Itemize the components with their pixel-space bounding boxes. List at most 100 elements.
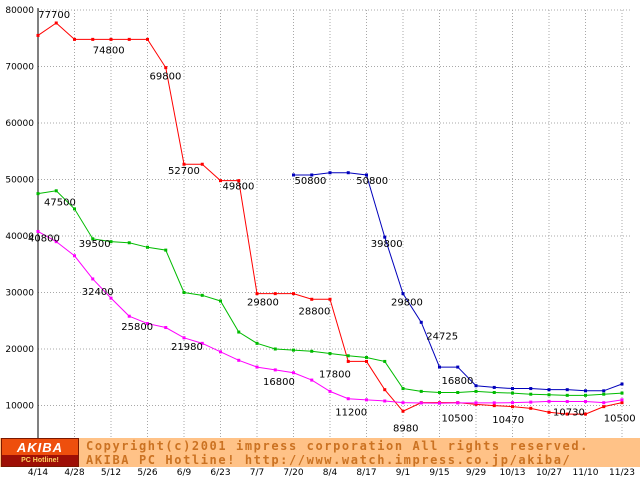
magenta-series-marker: [73, 254, 76, 258]
green-series-marker: [547, 393, 551, 397]
green-series-marker: [91, 237, 95, 241]
blue-series-marker: [365, 173, 368, 177]
data-point-label: 8980: [393, 423, 418, 434]
magenta-series-marker: [401, 401, 405, 405]
x-axis-tick-label: 7/7: [249, 468, 265, 478]
data-point-label: 16800: [263, 377, 295, 388]
magenta-series-marker: [511, 401, 514, 405]
magenta-series-marker: [36, 229, 40, 233]
magenta-series-marker: [127, 314, 131, 318]
green-series-marker: [584, 393, 587, 397]
green-series-marker: [474, 389, 478, 393]
green-series-marker: [310, 349, 314, 353]
copyright-text: Copyright(c)2001 impress corporation All…: [86, 438, 590, 453]
x-axis-tick-label: 8/4: [322, 468, 338, 478]
red-series-marker: [346, 359, 350, 363]
magenta-series-marker: [146, 322, 149, 326]
blue-series-marker: [620, 382, 624, 386]
blue-series-marker: [419, 320, 423, 324]
green-series-marker: [54, 189, 58, 193]
magenta-series-marker: [529, 400, 533, 404]
x-axis-tick-label: 10/27: [536, 468, 562, 478]
red-series-marker: [511, 405, 514, 409]
green-series-marker: [164, 248, 168, 252]
green-series-marker: [73, 207, 76, 211]
green-series-marker: [529, 392, 533, 396]
green-series-marker: [602, 392, 606, 396]
magenta-series-marker: [547, 399, 551, 403]
x-axis-tick-label: 5/12: [100, 468, 122, 478]
data-point-label: 28800: [299, 306, 331, 317]
blue-series-marker: [401, 292, 405, 296]
red-series-marker: [54, 21, 58, 25]
green-series-marker: [492, 391, 496, 395]
green-series-marker: [36, 192, 40, 196]
red-series-marker: [109, 37, 113, 41]
y-axis-tick-label: 80000: [5, 6, 34, 16]
red-series-marker: [273, 292, 277, 296]
blue-series-marker: [474, 384, 478, 388]
data-point-label: 40800: [28, 233, 60, 244]
green-series-marker: [419, 389, 423, 393]
magenta-series-marker: [438, 401, 441, 405]
magenta-series-marker: [182, 336, 186, 340]
akiba-pc-hotline-logo: AKIBA PC Hotline!: [1, 438, 79, 467]
x-axis-tick-label: 9/29: [465, 468, 487, 478]
magenta-series-marker: [273, 368, 277, 372]
green-series-marker: [109, 240, 113, 244]
green-series-marker: [292, 348, 295, 352]
magenta-series-marker: [310, 378, 314, 382]
data-point-label: 74800: [93, 45, 125, 56]
magenta-series-marker: [200, 341, 204, 345]
y-axis-tick-label: 70000: [5, 63, 34, 73]
red-series-marker: [547, 410, 551, 414]
x-axis-tick-label: 4/14: [27, 468, 49, 478]
green-series-marker: [620, 391, 624, 395]
blue-series-marker: [529, 387, 533, 391]
y-axis-tick-label: 20000: [5, 345, 34, 355]
green-series-marker: [346, 354, 350, 358]
green-series-marker: [127, 241, 131, 245]
data-point-label: 77700: [38, 10, 70, 21]
blue-series-line: [293, 172, 623, 392]
x-axis-tick-label: 10/13: [499, 468, 526, 478]
magenta-series-marker: [492, 401, 496, 405]
data-point-label: 29800: [247, 298, 279, 309]
red-series-marker: [310, 297, 314, 301]
green-series-marker: [456, 391, 460, 395]
y-axis-tick-label: 60000: [5, 119, 34, 129]
x-axis-tick-label: 4/28: [64, 468, 85, 478]
x-axis-tick-label: 6/23: [210, 468, 231, 478]
red-series-marker: [255, 292, 259, 296]
green-series-marker: [365, 355, 368, 359]
red-series-marker: [383, 388, 387, 392]
red-series-marker: [182, 162, 186, 166]
data-point-label: 25800: [121, 322, 153, 333]
red-series-marker: [146, 37, 149, 41]
blue-series-marker: [492, 385, 496, 389]
blue-series-marker: [602, 389, 606, 393]
red-series-marker: [529, 406, 533, 410]
magenta-series-marker: [219, 350, 222, 354]
logo-akiba-text: AKIBA: [2, 439, 78, 455]
red-series-marker: [401, 409, 405, 413]
x-axis-tick-label: 7/20: [283, 468, 304, 478]
site-url-text: AKIBA PC Hotline! http://www.watch.impre…: [86, 452, 572, 467]
magenta-series-marker: [91, 277, 95, 281]
red-series-marker: [91, 37, 95, 41]
data-point-label: 39500: [79, 239, 111, 250]
x-axis-tick-label: 11/23: [609, 468, 635, 478]
green-series-marker: [182, 291, 186, 294]
red-series-marker: [127, 37, 131, 41]
green-series-marker: [273, 347, 277, 351]
x-axis-tick-label: 6/9: [176, 468, 192, 478]
magenta-series-marker: [474, 401, 478, 405]
red-series-marker: [200, 162, 204, 166]
green-series-marker: [255, 341, 259, 345]
red-series-marker: [164, 66, 168, 70]
red-series-marker: [584, 412, 587, 416]
magenta-series-marker: [164, 326, 168, 330]
data-point-label: 11200: [335, 408, 367, 419]
